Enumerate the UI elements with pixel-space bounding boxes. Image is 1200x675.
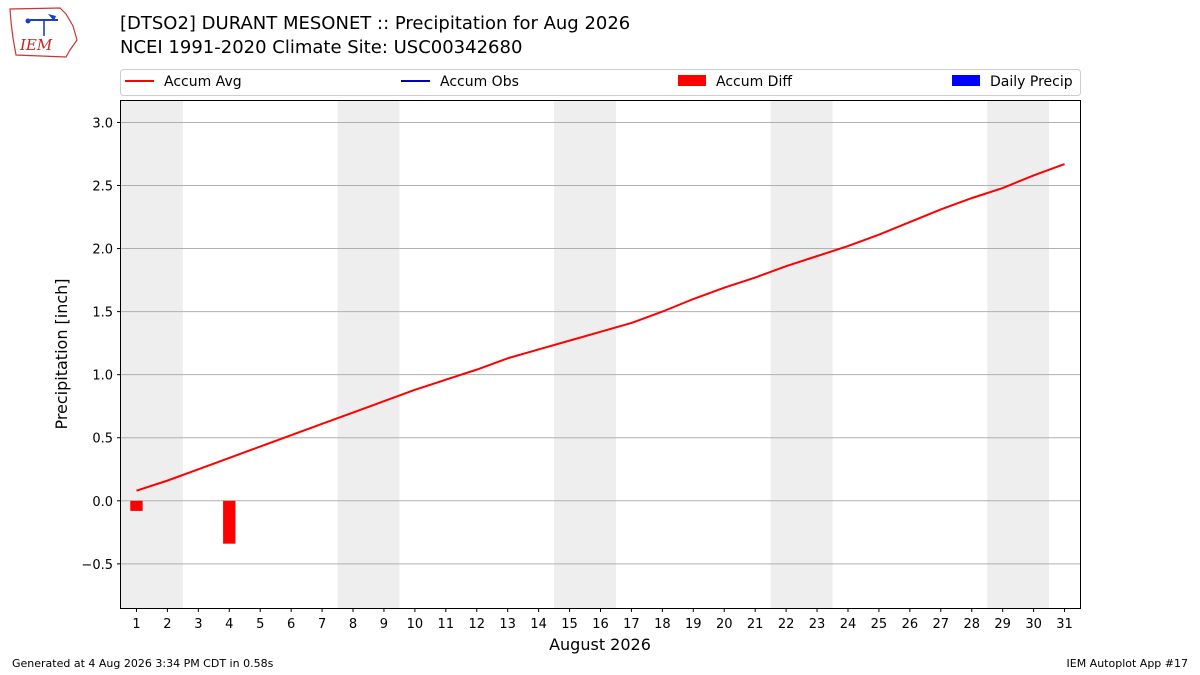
x-tick-label: 1 [132, 617, 140, 632]
legend-daily-precip-swatch [952, 75, 980, 86]
grid-lines [121, 121, 1080, 565]
y-tick-label: 1.0 [92, 369, 113, 384]
x-tick-label: 5 [256, 617, 264, 632]
x-tick-label: 3 [194, 617, 202, 632]
x-tick-label: 21 [747, 617, 764, 632]
weekend-shading [121, 101, 1050, 608]
accum-avg-line [136, 163, 1065, 492]
sensor-dot-icon [25, 18, 31, 24]
x-tick-label: 4 [225, 617, 233, 632]
x-tick-label: 2 [163, 617, 171, 632]
x-tick-label: 27 [933, 617, 950, 632]
x-tick-label: 31 [1056, 617, 1073, 632]
legend-accum-diff-swatch [678, 75, 706, 86]
y-tick-label: 0.0 [92, 495, 113, 510]
legend-accum-avg-label: Accum Avg [164, 74, 242, 90]
accum-diff-bar [130, 500, 143, 511]
weekend-band [987, 101, 1050, 608]
weekend-band [121, 101, 183, 608]
x-tick-label: 13 [499, 617, 516, 632]
x-tick-label: 30 [1025, 617, 1042, 632]
y-tick-label: 3.0 [92, 116, 113, 131]
x-tick-label: 20 [716, 617, 733, 632]
x-tick-label: 16 [592, 617, 609, 632]
x-tick-label: 12 [468, 617, 485, 632]
generated-timestamp: Generated at 4 Aug 2026 3:34 PM CDT in 0… [12, 657, 274, 670]
x-tick-label: 18 [654, 617, 671, 632]
accum-diff-bar [223, 500, 236, 544]
x-tick-label: 15 [561, 617, 578, 632]
x-tick-label: 9 [380, 617, 388, 632]
weekend-band [337, 101, 400, 608]
legend-accum-obs-label: Accum Obs [440, 74, 519, 90]
app-credit: IEM Autoplot App #17 [1066, 657, 1189, 670]
x-tick-label: 8 [349, 617, 357, 632]
x-tick-label: 26 [902, 617, 919, 632]
weekend-band [554, 101, 616, 608]
legend: Accum Avg Accum Obs Accum Diff Daily Pre… [120, 69, 1081, 96]
y-axis-ticks: −0.5 0.0 0.5 1.0 1.5 2.0 2.5 3.0 [81, 116, 121, 573]
x-axis-label: August 2026 [549, 635, 651, 654]
y-tick-label: 2.5 [92, 180, 113, 195]
x-axis-ticks: 1 2 3 4 5 6 7 8 9 10 11 12 13 14 15 16 17 18 19 20 21 22 23 24 2… [132, 608, 1073, 632]
x-tick-label: 19 [685, 617, 702, 632]
y-axis-label: Precipitation [inch] [52, 278, 71, 429]
iem-logo: IEM [9, 7, 78, 58]
x-tick-label: 23 [809, 617, 826, 632]
x-tick-label: 22 [778, 617, 795, 632]
x-tick-label: 11 [438, 617, 455, 632]
wind-cup-icon [48, 14, 56, 21]
logo-text: IEM [19, 36, 53, 54]
legend-box [120, 69, 1081, 96]
chart-title: [DTSO2] DURANT MESONET :: Precipitation … [120, 13, 631, 34]
weekend-band [770, 101, 833, 608]
y-tick-label: 1.5 [92, 306, 113, 321]
x-tick-label: 25 [871, 617, 888, 632]
legend-daily-precip-label: Daily Precip [990, 74, 1073, 90]
y-tick-label: −0.5 [81, 558, 113, 573]
x-tick-label: 6 [287, 617, 295, 632]
x-tick-label: 17 [623, 617, 640, 632]
x-tick-label: 24 [840, 617, 857, 632]
x-tick-label: 28 [963, 617, 980, 632]
accum-diff-bars [130, 500, 236, 544]
x-tick-label: 10 [407, 617, 424, 632]
chart-subtitle: NCEI 1991-2020 Climate Site: USC00342680 [120, 37, 523, 58]
legend-accum-diff-label: Accum Diff [716, 74, 792, 90]
y-tick-label: 0.5 [92, 432, 113, 447]
x-tick-label: 14 [530, 617, 547, 632]
x-tick-label: 29 [994, 617, 1011, 632]
x-tick-label: 7 [318, 617, 326, 632]
y-tick-label: 2.0 [92, 243, 113, 258]
